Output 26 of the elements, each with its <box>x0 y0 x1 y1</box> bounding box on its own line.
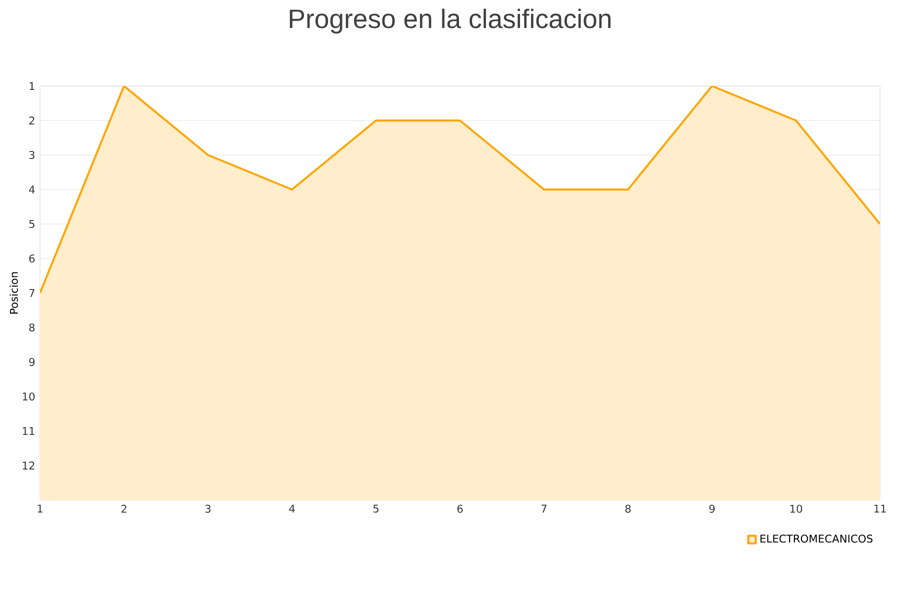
y-tick-label: 3 <box>29 150 34 160</box>
x-tick-label: 2 <box>121 504 126 513</box>
x-tick-label: 10 <box>790 504 802 513</box>
y-tick-label: 11 <box>22 427 34 435</box>
x-tick-label: 6 <box>457 504 463 513</box>
y-tick-label: 9 <box>29 358 35 366</box>
x-tick-label: 7 <box>541 504 546 512</box>
x-tick-label: 1 <box>38 504 42 512</box>
x-tick-label: 3 <box>205 504 211 513</box>
y-tick-label: 7 <box>29 289 34 297</box>
x-tick-label: 11 <box>874 504 886 512</box>
chart-title: Progreso en la clasificacion <box>290 8 610 34</box>
y-tick-label: 10 <box>22 392 35 401</box>
y-tick-label: 4 <box>29 186 35 194</box>
y-tick-label: 5 <box>29 220 34 228</box>
legend-label: ELECTROMECANICOS <box>760 534 872 543</box>
y-tick-label: 12 <box>22 462 34 470</box>
x-tick-label: 8 <box>625 504 631 513</box>
x-tick-label: 9 <box>709 504 715 513</box>
y-tick-label: 8 <box>29 323 35 332</box>
y-axis-title: Posicion <box>10 272 18 314</box>
x-tick-label: 5 <box>373 504 378 513</box>
y-tick-label: 2 <box>29 116 34 124</box>
y-tick-label: 6 <box>29 254 35 263</box>
x-tick-label: 4 <box>289 504 295 512</box>
y-tick-label: 1 <box>30 82 34 90</box>
